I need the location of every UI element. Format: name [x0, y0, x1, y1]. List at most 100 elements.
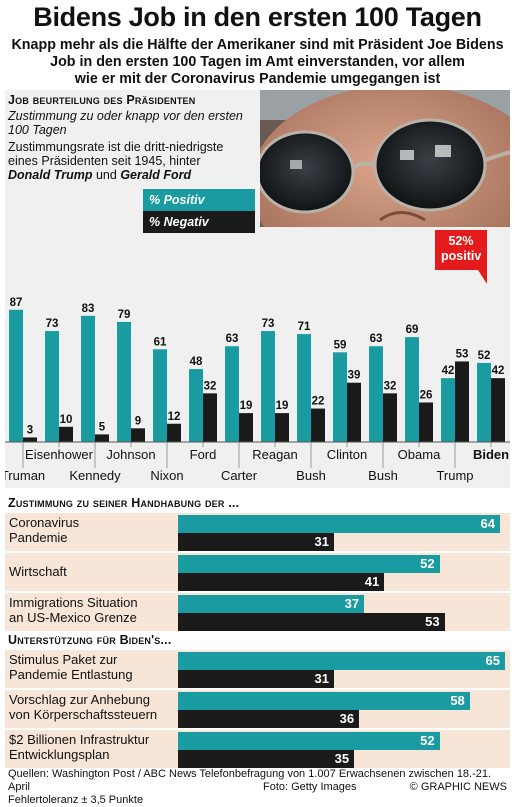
chart-note-2: Zustimmungsrate ist die dritt-niedrigste…: [8, 140, 263, 182]
page-title: Bidens Job in den ersten 100 Tagen: [33, 2, 482, 32]
negative-value-label: 39: [348, 370, 361, 382]
comparison-row: Wirtschaft 52 41: [5, 553, 510, 591]
negative-bar: [491, 378, 505, 442]
positive-bar: 37: [178, 595, 365, 613]
subtitle-line: wie er mit der Coronavirus Pandemie umge…: [74, 71, 441, 87]
negative-bar: [131, 428, 145, 442]
row-label-line: Pandemie Entlastung: [9, 667, 133, 682]
positive-bar: [117, 321, 131, 442]
category-label: Nixon: [150, 468, 183, 483]
positive-value-label: 59: [334, 339, 347, 351]
negative-value-label: 19: [276, 400, 289, 412]
negative-bar: [311, 408, 325, 442]
brand-credit: © GRAPHIC NEWS: [409, 781, 507, 793]
legend-negative: % Negativ: [143, 211, 255, 233]
section-handling-title: Zustimmung zu seiner Handhabung der ...: [8, 496, 240, 510]
row-label-line: Pandemie: [9, 530, 68, 545]
positive-value-label: 71: [298, 321, 311, 333]
presidents-approval-chart: 87 3 Truman 73 10 Eisenhower 83 5 Kennedy 79 9 John…: [5, 297, 510, 483]
positive-value-label: 52: [478, 350, 491, 362]
chart-note: Zustimmung zu oder knapp vor den ersten …: [8, 109, 263, 137]
negative-value-label: 53: [456, 348, 469, 360]
negative-bar: [383, 393, 397, 442]
conjunction: und: [92, 168, 121, 182]
negative-value-label: 9: [135, 415, 141, 427]
row-label-line: von Körperschaftssteuern: [9, 707, 158, 722]
category-label: Ford: [190, 447, 217, 462]
negative-bar: 35: [178, 750, 355, 768]
positive-value-label: 87: [10, 297, 23, 309]
negative-value-label: 42: [492, 365, 505, 377]
positive-bar: [225, 346, 239, 442]
callout-text: 52% positiv: [441, 234, 482, 263]
positive-value-label: 69: [406, 324, 419, 336]
positive-value-label: 63: [370, 333, 383, 345]
positive-bar: [297, 334, 311, 442]
page-subtitle: Knapp mehr als die Hälfte der Amerikaner…: [0, 37, 515, 88]
row-label: Vorschlag zur Anhebung von Körperschaftss…: [9, 692, 179, 722]
row-label-line: Entwicklungsplan: [9, 747, 110, 762]
row-label: Immigrations Situation an US-Mexico Grenz…: [9, 595, 179, 625]
subtitle-line: Knapp mehr als die Hälfte der Amerikaner…: [11, 37, 504, 53]
positive-bar: [333, 352, 347, 442]
positive-value-label: 63: [226, 333, 239, 345]
section-title: Job beurteilung des Präsidenten: [8, 93, 196, 107]
row-label-line: Coronavirus: [9, 515, 80, 530]
row-label: Wirtschaft: [9, 564, 179, 579]
category-label: Kennedy: [69, 468, 121, 483]
positive-bar: [9, 309, 23, 442]
category-label: Clinton: [327, 447, 367, 462]
negative-bar: 31: [178, 533, 334, 551]
comparison-row: Stimulus Paket zur Pandemie Entlastung 65 3…: [5, 650, 510, 688]
note2-line: Donald Trump und Gerald Ford: [8, 168, 263, 182]
positive-value-label: 83: [82, 303, 95, 315]
negative-value-label: 32: [204, 380, 217, 392]
negative-bar: 31: [178, 670, 334, 688]
comparison-row: Vorschlag zur Anhebung von Körperschaftss…: [5, 690, 510, 728]
negative-bar: [419, 402, 433, 442]
negative-value-label: 26: [420, 389, 433, 401]
section-support-title: Unterstützung für Biden's...: [8, 633, 172, 647]
row-label: Stimulus Paket zur Pandemie Entlastung: [9, 652, 179, 682]
negative-bar: 53: [178, 613, 445, 631]
negative-value-label: 12: [168, 411, 181, 423]
chart-header: Job beurteilung des Präsidenten Zustimmu…: [8, 93, 263, 182]
positive-bar: [261, 331, 275, 442]
negative-bar: [59, 426, 73, 442]
category-label: Obama: [398, 447, 441, 462]
sources-text: Quellen: Washington Post / ABC News Tele…: [8, 768, 492, 793]
positive-value-label: 79: [118, 309, 131, 321]
callout-pointer: [478, 270, 487, 284]
negative-bar: 36: [178, 710, 360, 728]
negative-value-label: 22: [312, 396, 325, 408]
category-label: Truman: [5, 468, 45, 483]
row-label-line: Wirtschaft: [9, 564, 67, 579]
positive-bar: [477, 362, 491, 442]
note-line: 100 Tagen: [8, 123, 67, 137]
row-label-line: Immigrations Situation: [9, 595, 138, 610]
category-label: Johnson: [106, 447, 155, 462]
negative-value-label: 19: [240, 400, 253, 412]
positive-value-label: 61: [154, 336, 167, 348]
positive-bar: [441, 378, 455, 442]
positive-bar: 52: [178, 732, 440, 750]
negative-value-label: 32: [384, 380, 397, 392]
positive-bar: [45, 331, 59, 442]
negative-bar: [347, 382, 361, 442]
category-label: Bush: [296, 468, 326, 483]
negative-value-label: 3: [27, 424, 33, 436]
positive-bar: [81, 315, 95, 442]
row-label: $2 Billionen Infrastruktur Entwicklungspl…: [9, 732, 179, 762]
negative-bar: [239, 413, 253, 442]
name-trump: Donald Trump: [8, 168, 93, 182]
category-label: Eisenhower: [25, 447, 94, 462]
negative-bar: [95, 434, 109, 442]
negative-value-label: 10: [60, 414, 73, 426]
comparison-row: Immigrations Situation an US-Mexico Grenz…: [5, 593, 510, 631]
margin-text: Fehlertoleranz ± 3,5 Punkte: [8, 794, 144, 806]
positive-bar: [189, 369, 203, 442]
biden-photo: [260, 90, 510, 227]
negative-bar: [23, 437, 37, 442]
positive-bar: 65: [178, 652, 506, 670]
row-label: Coronavirus Pandemie: [9, 515, 179, 545]
